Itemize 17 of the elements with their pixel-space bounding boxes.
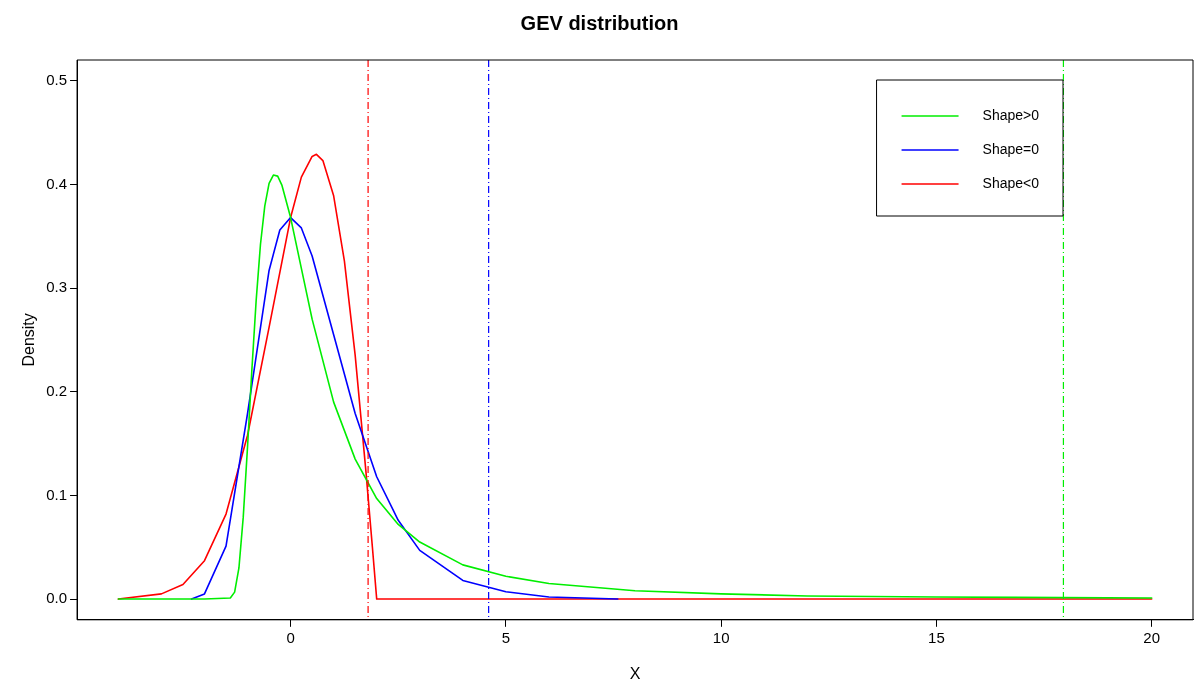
y-axis-title: Density xyxy=(20,313,38,367)
y-tick-label: 0.5 xyxy=(46,70,68,88)
x-tick-label: 15 xyxy=(928,628,945,646)
y-tick-label: 0.2 xyxy=(46,381,68,399)
x-tick-label: 20 xyxy=(1143,628,1161,646)
y-tick-label: 0.4 xyxy=(46,174,68,192)
y-tick-label: 0.0 xyxy=(46,589,68,607)
x-tick-label: 5 xyxy=(501,628,511,646)
x-tick-label: 0 xyxy=(286,628,295,646)
x-axis-title: X xyxy=(629,664,641,682)
x-tick-label: 10 xyxy=(712,628,730,646)
legend-label: Shape=0 xyxy=(982,140,1040,157)
legend-label: Shape<0 xyxy=(982,174,1040,191)
y-tick-label: 0.3 xyxy=(46,278,68,296)
chart-title: GEV distribution xyxy=(520,11,679,34)
y-tick-label: 0.1 xyxy=(46,485,68,503)
legend-label: Shape>0 xyxy=(982,106,1040,123)
